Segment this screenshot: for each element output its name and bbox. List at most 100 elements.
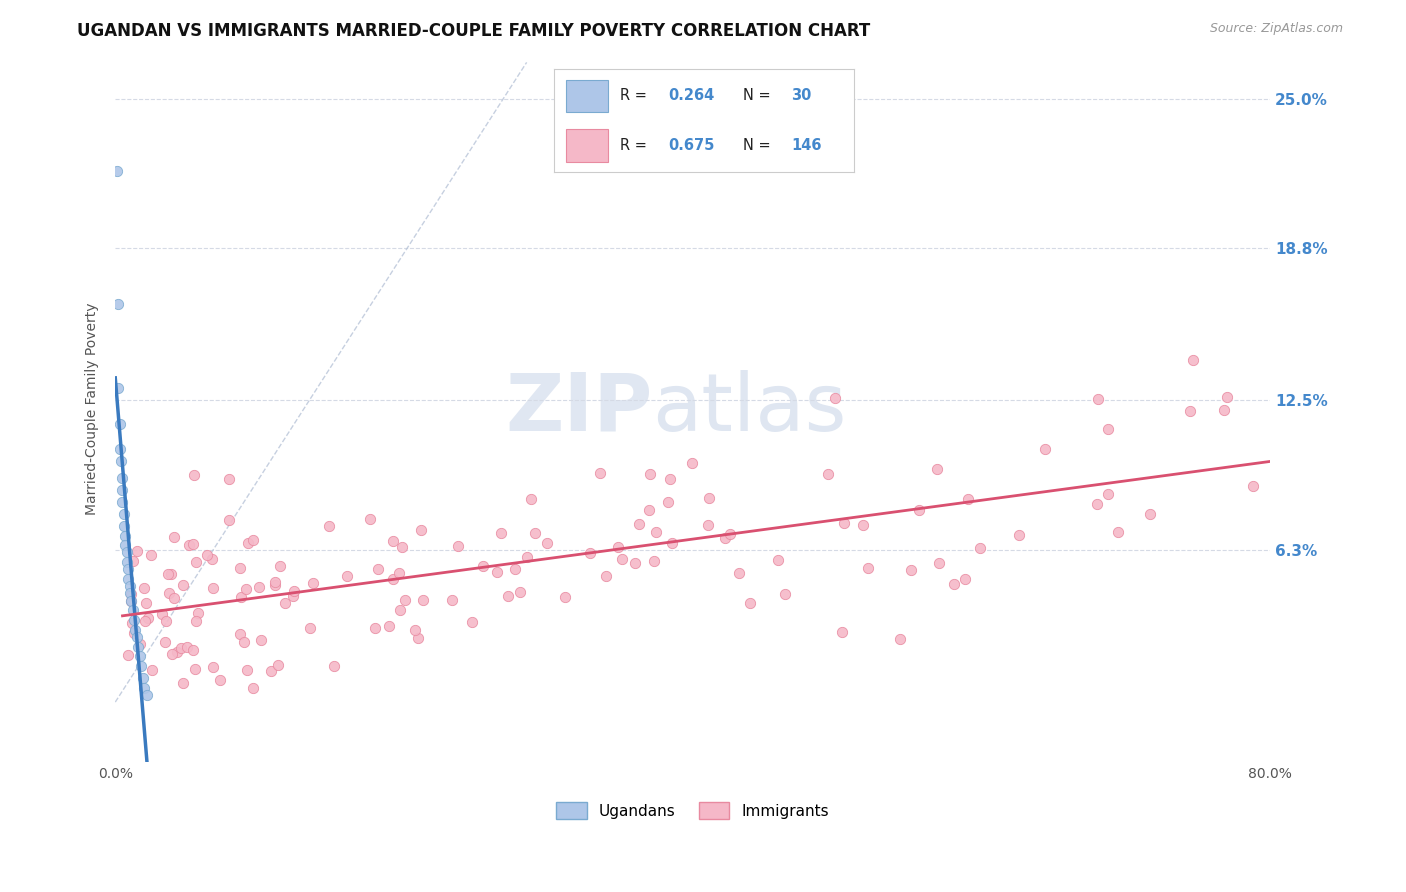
Point [714,531,737,545]
Point [697,518,720,533]
Point [264,577,287,591]
Text: UGANDAN VS IMMIGRANTS MARRIED-COUPLE FAMILY POVERTY CORRELATION CHART: UGANDAN VS IMMIGRANTS MARRIED-COUPLE FAM… [77,22,870,40]
Point [242,681,264,696]
Point [114,528,136,542]
Point [697,491,720,505]
Point [283,584,305,599]
Point [108,442,131,456]
Point [900,563,922,577]
Point [235,582,257,597]
Point [228,627,250,641]
Point [132,582,155,596]
Point [908,503,931,517]
Point [595,568,617,582]
Point [114,538,136,552]
Point [1213,403,1236,417]
Point [176,640,198,654]
Point [155,614,177,628]
Point [953,572,976,586]
Point [108,417,131,432]
Point [578,546,600,560]
Point [107,381,129,395]
Point [111,494,134,508]
Point [202,581,225,595]
Point [382,573,405,587]
Point [170,640,193,655]
Point [1087,392,1109,406]
Point [509,584,531,599]
Point [718,526,741,541]
Text: ZIP: ZIP [505,370,652,448]
Point [1033,442,1056,457]
Point [160,567,183,582]
Point [381,534,404,549]
Point [956,491,979,506]
Point [773,587,796,601]
Point [1241,479,1264,493]
Point [136,611,159,625]
Point [727,566,749,580]
Point [523,526,546,541]
Point [589,467,612,481]
Point [172,578,194,592]
Point [824,392,846,406]
Point [124,623,146,637]
Point [489,526,512,541]
Point [858,561,880,575]
Point [612,551,634,566]
Point [150,607,173,621]
Point [643,554,665,568]
Point [318,518,340,533]
Point [831,625,853,640]
Point [156,567,179,582]
Point [120,593,142,607]
Point [388,566,411,580]
Point [637,503,659,517]
Point [301,575,323,590]
Point [1180,404,1202,418]
Point [260,664,283,678]
Point [638,467,661,481]
Point [607,540,630,554]
Point [817,467,839,482]
Point [181,537,204,551]
Point [229,561,252,575]
Point [135,596,157,610]
Point [105,164,128,178]
Point [536,536,558,550]
Point [447,539,470,553]
Point [1097,487,1119,501]
Point [928,556,950,570]
Point [209,673,232,687]
Point [218,513,240,527]
Point [122,626,145,640]
Point [364,621,387,635]
Point [389,603,412,617]
Point [852,517,875,532]
Point [496,589,519,603]
Point [412,592,434,607]
Point [163,530,186,544]
Point [136,688,159,702]
Point [391,540,413,554]
Point [195,549,218,563]
Point [267,658,290,673]
Point [1182,352,1205,367]
Point [283,590,305,604]
Point [107,297,129,311]
Point [269,558,291,573]
Point [645,525,668,540]
Point [404,624,426,638]
Point [177,538,200,552]
Point [186,615,208,629]
Point [834,516,856,530]
Point [122,554,145,568]
Point [516,550,538,565]
Point [658,472,681,486]
Point [110,453,132,467]
Point [139,548,162,562]
Point [120,594,142,608]
Point [1216,391,1239,405]
Point [520,492,543,507]
Point [112,519,135,533]
